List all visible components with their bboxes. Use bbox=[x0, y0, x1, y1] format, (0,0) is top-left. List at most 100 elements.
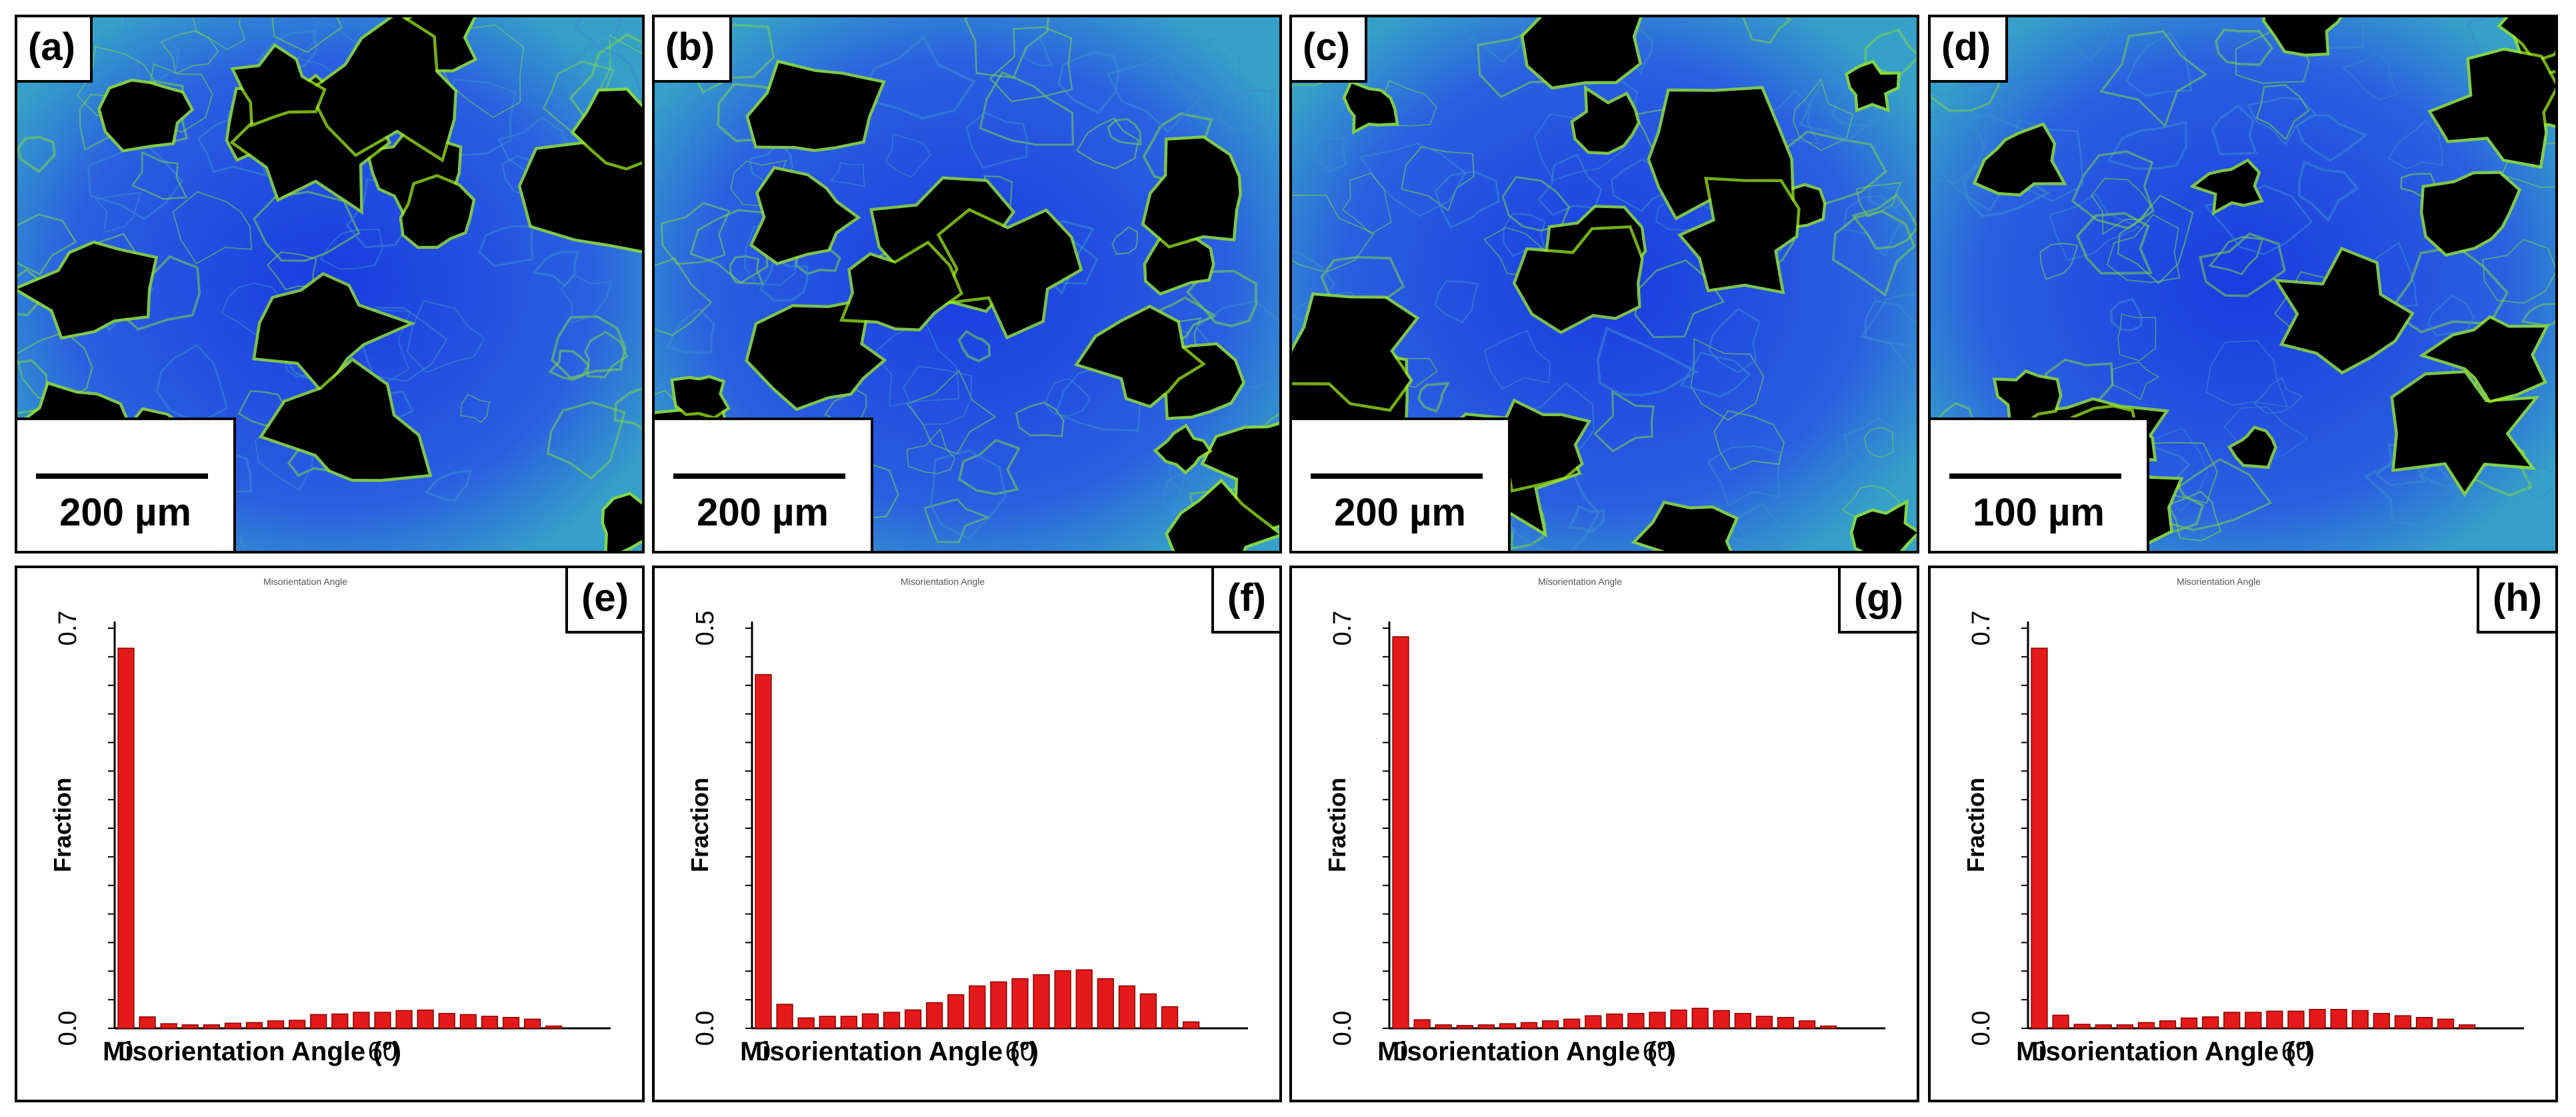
grain-boundary bbox=[319, 228, 383, 270]
histogram-bar bbox=[2159, 1020, 2177, 1029]
pore bbox=[2423, 173, 2518, 254]
grain-boundary bbox=[759, 259, 809, 302]
histogram-bar bbox=[481, 1016, 499, 1029]
grain-boundary bbox=[1863, 427, 1894, 458]
grain-boundary bbox=[1075, 117, 1139, 170]
pore bbox=[748, 300, 883, 408]
grain-boundary bbox=[1931, 111, 1959, 152]
grain-boundary bbox=[1864, 299, 1917, 349]
histogram-bar bbox=[926, 1002, 943, 1029]
pore bbox=[100, 81, 191, 149]
grain-boundary bbox=[2297, 160, 2359, 223]
pore-rim bbox=[670, 375, 731, 419]
scale-bar-box: 100 µm bbox=[1931, 417, 2149, 551]
scale-bar-label: 200 µm bbox=[697, 491, 829, 534]
pore bbox=[673, 378, 727, 417]
chart-panel-f: Misorientation Angle 0.0 0.5 Fraction 0 60 Mis… bbox=[652, 566, 1282, 1102]
pore bbox=[843, 244, 960, 329]
grain-boundary bbox=[1483, 329, 1551, 390]
histogram-bar bbox=[245, 1022, 263, 1029]
histogram-bar bbox=[2459, 1024, 2476, 1029]
chart-title: Misorientation Angle bbox=[263, 576, 347, 587]
histogram-bar bbox=[2415, 1016, 2433, 1029]
histogram-bar bbox=[1606, 1013, 1623, 1029]
pore bbox=[1146, 238, 1212, 293]
grain-boundary bbox=[1860, 293, 1917, 375]
grain-boundary bbox=[1457, 17, 1524, 64]
histogram-bar bbox=[2116, 1024, 2133, 1029]
grain-boundary bbox=[125, 26, 180, 81]
map-panel-a: (a) 200 µm bbox=[15, 15, 645, 553]
histogram-bar bbox=[395, 1010, 413, 1029]
histogram-bar bbox=[1075, 969, 1093, 1029]
histogram-bar bbox=[203, 1024, 220, 1029]
pore bbox=[1168, 482, 1279, 551]
pore bbox=[574, 90, 642, 167]
grain-boundary bbox=[2109, 297, 2143, 331]
pore bbox=[1515, 228, 1641, 331]
grain-boundary bbox=[2063, 17, 2113, 61]
grain-boundary bbox=[1342, 173, 1392, 235]
pore bbox=[1078, 307, 1201, 405]
grain-boundary bbox=[1864, 28, 1917, 79]
grain-boundary bbox=[560, 274, 613, 323]
grain-boundary bbox=[1195, 300, 1279, 389]
grain-boundary bbox=[2295, 113, 2369, 162]
grain-boundary bbox=[95, 191, 142, 233]
grain-boundary bbox=[929, 449, 1007, 540]
grain-boundary bbox=[2387, 119, 2443, 169]
histogram-bar bbox=[438, 1012, 455, 1029]
histogram-bar bbox=[1798, 1020, 1816, 1029]
grain-boundary bbox=[829, 161, 865, 187]
scale-bar-box: 200 µm bbox=[655, 417, 873, 551]
grain-boundary bbox=[1503, 212, 1546, 257]
grain-boundary bbox=[1434, 280, 1479, 323]
grain-boundary bbox=[906, 428, 956, 474]
panel-label: (h) bbox=[2476, 568, 2555, 634]
grain-boundary bbox=[1851, 193, 1917, 250]
x-tick-label: 0 bbox=[1393, 1037, 1408, 1066]
histogram-bar bbox=[776, 1004, 793, 1029]
grain-boundary bbox=[437, 24, 525, 119]
grain-boundary bbox=[957, 329, 991, 363]
grain-boundary bbox=[548, 349, 590, 381]
grain-boundary bbox=[1707, 307, 1761, 374]
histogram-bar bbox=[310, 1014, 327, 1029]
pore bbox=[311, 17, 455, 158]
y-tick-label: 0.0 bbox=[1329, 1011, 1357, 1046]
grain-boundary bbox=[17, 135, 57, 173]
pore bbox=[2393, 373, 2533, 492]
chart-title: Misorientation Angle bbox=[1538, 576, 1622, 587]
grain-boundary bbox=[1167, 37, 1241, 121]
pore bbox=[2431, 50, 2555, 165]
histogram-bar bbox=[224, 1022, 242, 1029]
histogram-bar bbox=[374, 1012, 391, 1029]
pore bbox=[1853, 504, 1917, 551]
grain-boundary bbox=[1401, 146, 1475, 212]
grain-boundary bbox=[2205, 339, 2289, 407]
grain-boundary bbox=[655, 109, 691, 181]
pore-rim bbox=[2189, 158, 2265, 216]
grain-boundary bbox=[1931, 113, 2026, 213]
grain-boundary bbox=[666, 307, 715, 354]
y-axis-label: Fraction bbox=[686, 778, 713, 872]
grain-boundary bbox=[729, 255, 765, 285]
histogram-bar bbox=[1713, 1010, 1730, 1029]
y-tick-label: 0.7 bbox=[1967, 611, 1995, 646]
grain-boundary bbox=[689, 209, 771, 284]
pore bbox=[1204, 425, 1279, 529]
histogram-bar bbox=[331, 1013, 349, 1029]
scale-bar bbox=[673, 473, 845, 479]
histogram-bar bbox=[2180, 1017, 2198, 1029]
pore bbox=[1144, 138, 1239, 245]
histogram-bar bbox=[1139, 993, 1157, 1029]
pore bbox=[1157, 427, 1209, 471]
grain-boundary bbox=[2106, 213, 2181, 283]
histogram-bar bbox=[545, 1025, 563, 1029]
grain-boundary bbox=[2342, 52, 2398, 101]
histogram-bar bbox=[1777, 1016, 1795, 1029]
x-tick-label: 60 bbox=[1643, 1037, 1673, 1066]
histogram-bar bbox=[289, 1020, 306, 1029]
x-axis-label: Misorientation Angle (°) bbox=[740, 1037, 1039, 1066]
grain-boundary bbox=[1312, 137, 1347, 173]
